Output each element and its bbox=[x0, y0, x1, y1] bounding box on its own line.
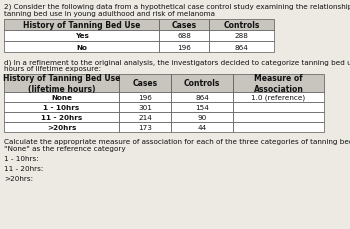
Bar bbox=[119, 123, 171, 132]
Text: Yes: Yes bbox=[75, 33, 89, 39]
Text: None: None bbox=[51, 95, 72, 101]
Text: Measure of
Association: Measure of Association bbox=[253, 74, 303, 93]
Bar bbox=[4, 20, 159, 31]
Text: 11 - 20hrs:: 11 - 20hrs: bbox=[4, 165, 43, 171]
Bar bbox=[159, 31, 209, 42]
Text: 1.0 (reference): 1.0 (reference) bbox=[251, 94, 306, 101]
Bar bbox=[233, 112, 324, 123]
Bar bbox=[119, 75, 171, 93]
Text: 173: 173 bbox=[138, 124, 152, 131]
Text: 688: 688 bbox=[177, 33, 191, 39]
Bar bbox=[233, 123, 324, 132]
Bar bbox=[4, 93, 119, 103]
Text: 196: 196 bbox=[138, 95, 152, 101]
Bar bbox=[4, 112, 119, 123]
Text: Controls: Controls bbox=[223, 21, 260, 30]
Bar bbox=[171, 75, 233, 93]
Text: 44: 44 bbox=[197, 124, 206, 131]
Text: History of Tanning Bed Use: History of Tanning Bed Use bbox=[23, 21, 140, 30]
Text: 1 - 10hrs: 1 - 10hrs bbox=[43, 105, 80, 111]
Text: tanning bed use in young adulthood and risk of melanoma: tanning bed use in young adulthood and r… bbox=[4, 11, 215, 17]
Bar bbox=[4, 31, 159, 42]
Text: 864: 864 bbox=[234, 44, 248, 50]
Bar bbox=[4, 75, 119, 93]
Text: 196: 196 bbox=[177, 44, 191, 50]
Bar bbox=[233, 75, 324, 93]
Bar bbox=[209, 42, 274, 53]
Text: 11 - 20hrs: 11 - 20hrs bbox=[41, 114, 82, 120]
Bar bbox=[119, 112, 171, 123]
Bar bbox=[171, 93, 233, 103]
Text: Cases: Cases bbox=[172, 21, 197, 30]
Text: >20hrs:: >20hrs: bbox=[4, 175, 33, 181]
Text: 2) Consider the following data from a hypothetical case control study examining : 2) Consider the following data from a hy… bbox=[4, 4, 350, 11]
Bar bbox=[119, 93, 171, 103]
Bar bbox=[4, 123, 119, 132]
Text: >20hrs: >20hrs bbox=[47, 124, 76, 131]
Bar bbox=[171, 103, 233, 112]
Text: 90: 90 bbox=[197, 114, 206, 120]
Bar bbox=[171, 112, 233, 123]
Text: Calculate the appropriate measure of association for each of the three categorie: Calculate the appropriate measure of ass… bbox=[4, 138, 350, 144]
Text: Cases: Cases bbox=[132, 79, 158, 88]
Bar bbox=[4, 103, 119, 112]
Bar bbox=[171, 123, 233, 132]
Text: 154: 154 bbox=[195, 105, 209, 111]
Text: hours of lifetime exposure:: hours of lifetime exposure: bbox=[4, 66, 101, 72]
Text: No: No bbox=[76, 44, 87, 50]
Text: d) In a refinement to the original analysis, the investigators decided to catego: d) In a refinement to the original analy… bbox=[4, 59, 350, 65]
Text: "None" as the reference category: "None" as the reference category bbox=[4, 145, 126, 151]
Bar bbox=[4, 42, 159, 53]
Bar bbox=[233, 103, 324, 112]
Text: 1 - 10hrs:: 1 - 10hrs: bbox=[4, 155, 39, 161]
Bar bbox=[209, 20, 274, 31]
Bar bbox=[233, 93, 324, 103]
Text: 864: 864 bbox=[195, 95, 209, 101]
Bar bbox=[159, 20, 209, 31]
Text: Controls: Controls bbox=[184, 79, 220, 88]
Text: 301: 301 bbox=[138, 105, 152, 111]
Bar bbox=[209, 31, 274, 42]
Text: 214: 214 bbox=[138, 114, 152, 120]
Text: History of Tanning Bed Use
(lifetime hours): History of Tanning Bed Use (lifetime hou… bbox=[3, 74, 120, 93]
Bar bbox=[119, 103, 171, 112]
Bar bbox=[159, 42, 209, 53]
Text: 288: 288 bbox=[234, 33, 248, 39]
